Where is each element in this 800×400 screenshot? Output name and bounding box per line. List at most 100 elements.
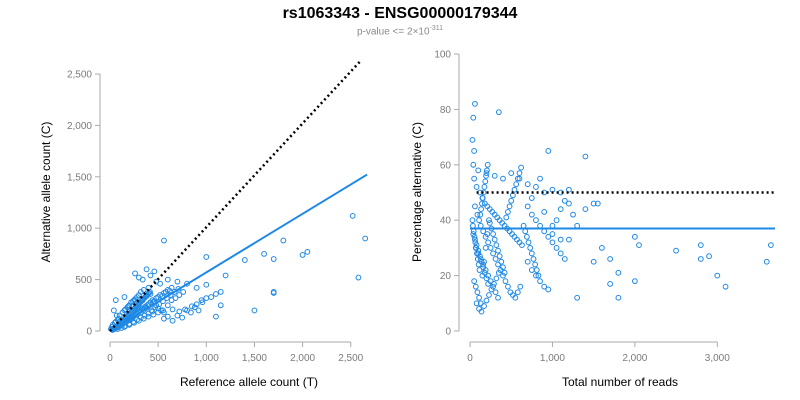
right-data-point xyxy=(566,200,572,207)
left-data-point xyxy=(270,289,277,295)
right-data-point xyxy=(495,109,502,116)
right-data-point xyxy=(524,258,531,265)
right-data-point xyxy=(549,222,556,229)
right-data-point xyxy=(532,261,539,268)
right-data-point xyxy=(673,247,679,254)
left-data-point xyxy=(164,302,171,309)
left-data-point xyxy=(119,309,126,316)
right-data-point xyxy=(590,200,597,207)
right-y-tick-label: 60 xyxy=(440,160,452,171)
right-data-point xyxy=(483,275,490,282)
right-data-point xyxy=(469,217,476,224)
right-data-point xyxy=(524,203,531,210)
right-data-point xyxy=(473,242,480,249)
right-data-point xyxy=(485,281,492,287)
left-data-point xyxy=(217,289,224,295)
left-data-point xyxy=(304,248,311,255)
left-data-point xyxy=(203,254,210,260)
left-data-point xyxy=(199,299,206,306)
right-data-point xyxy=(528,250,535,257)
left-data-point xyxy=(137,289,144,295)
right-data-point xyxy=(557,206,564,213)
right-y-tick-label: 100 xyxy=(434,50,451,61)
right-data-point xyxy=(493,275,500,282)
right-data-point xyxy=(706,253,712,260)
left-data-point xyxy=(176,308,183,315)
right-data-point xyxy=(582,206,589,213)
right-data-point xyxy=(490,250,496,257)
right-data-point xyxy=(495,261,501,268)
right-data-point xyxy=(470,231,477,237)
right-data-point xyxy=(495,247,501,254)
right-data-point xyxy=(475,167,482,174)
right-data-point xyxy=(500,175,506,182)
right-data-point xyxy=(474,211,481,218)
right-data-point xyxy=(470,114,477,121)
left-y-tick-label: 0 xyxy=(86,327,92,338)
right-x-tick-label: 1,000 xyxy=(540,353,565,364)
right-data-point xyxy=(561,256,568,262)
right-data-point xyxy=(697,256,704,262)
right-data-point xyxy=(553,245,560,251)
right-data-point xyxy=(471,148,478,154)
right-data-point xyxy=(714,272,721,279)
right-data-point xyxy=(472,239,479,246)
left-data-point xyxy=(145,313,152,320)
right-data-point xyxy=(479,200,485,207)
right-panel: 0 1,000 2,000 3,000 0 20 40 60 80 100 Total number… xyxy=(410,50,775,389)
left-y-tick-label: 1,000 xyxy=(67,224,92,235)
right-data-point xyxy=(483,172,489,179)
left-data-point xyxy=(195,307,202,314)
left-data-point xyxy=(168,284,175,291)
right-data-point xyxy=(767,242,774,249)
right-data-point xyxy=(500,264,506,271)
left-data-point xyxy=(203,281,210,288)
right-data-point xyxy=(486,292,492,298)
right-data-point xyxy=(570,211,576,218)
right-data-point xyxy=(541,283,548,290)
left-data-point xyxy=(132,296,138,303)
right-data-point xyxy=(574,294,581,301)
chart-subtitle: p-value <= 2×10-311 xyxy=(0,25,800,37)
left-x-tick-label: 2,000 xyxy=(290,353,315,364)
right-data-point xyxy=(590,258,597,265)
right-data-point xyxy=(607,256,614,262)
right-data-point xyxy=(533,217,539,224)
left-data-point xyxy=(217,302,224,309)
right-data-point xyxy=(574,222,581,229)
right-y-tick-label: 20 xyxy=(440,271,452,282)
right-data-point xyxy=(598,245,605,251)
right-data-point xyxy=(486,220,493,226)
left-data-point xyxy=(149,308,156,315)
right-data-point xyxy=(528,267,535,273)
right-data-point xyxy=(481,258,487,265)
left-data-point xyxy=(152,304,159,311)
right-data-point xyxy=(506,203,513,210)
right-data-point xyxy=(513,181,520,188)
right-data-point xyxy=(549,231,556,237)
right-data-point xyxy=(479,195,486,201)
right-data-point xyxy=(549,239,556,246)
right-data-point xyxy=(528,211,535,218)
left-data-point xyxy=(179,314,186,321)
right-data-point xyxy=(485,239,492,246)
right-data-point xyxy=(522,228,529,235)
right-data-point xyxy=(516,175,523,182)
right-data-point xyxy=(545,233,552,240)
right-data-point xyxy=(631,278,638,285)
right-data-point xyxy=(472,203,478,210)
right-data-point xyxy=(477,256,484,262)
right-data-point xyxy=(495,269,502,276)
left-data-point xyxy=(140,315,147,322)
right-data-point xyxy=(502,278,509,285)
left-data-point xyxy=(349,212,356,219)
right-data-point xyxy=(512,294,519,301)
right-data-point xyxy=(615,294,622,301)
right-data-point xyxy=(495,294,501,301)
right-data-point xyxy=(477,300,484,307)
right-data-point xyxy=(480,264,487,271)
right-data-point xyxy=(518,164,525,171)
right-data-point xyxy=(541,228,548,235)
left-data-point xyxy=(148,307,155,314)
left-data-point xyxy=(299,252,306,258)
